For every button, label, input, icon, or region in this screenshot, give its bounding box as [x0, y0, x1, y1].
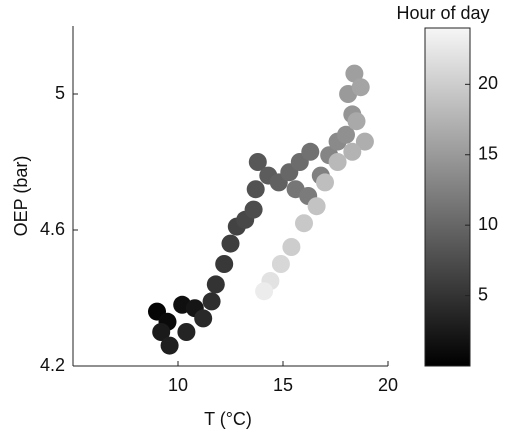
- point: [347, 112, 366, 131]
- point: [271, 255, 290, 273]
- point: [215, 255, 234, 273]
- colorbar-tick-label: 5: [478, 284, 488, 304]
- x-tick-label: 10: [168, 375, 188, 395]
- point: [345, 64, 364, 83]
- colorbar-tick-label: 20: [478, 73, 498, 93]
- point: [255, 282, 274, 301]
- point: [301, 142, 320, 161]
- point: [246, 180, 265, 199]
- point: [343, 142, 362, 161]
- point: [152, 323, 171, 341]
- point: [355, 132, 374, 151]
- point: [295, 214, 313, 233]
- point: [244, 200, 263, 219]
- point: [328, 153, 347, 171]
- x-tick-label: 15: [273, 375, 293, 395]
- y-axis-label: OEP (bar): [11, 156, 31, 237]
- colorbar-tick-label: 10: [478, 214, 498, 234]
- point: [307, 197, 326, 216]
- y-tick-label: 4.6: [40, 219, 65, 239]
- y-tick-label: 5: [55, 83, 65, 103]
- point: [194, 309, 213, 328]
- colorbar-tick-label: 15: [478, 144, 498, 164]
- colorbar-label: Hour of day: [396, 3, 489, 23]
- point: [282, 238, 301, 256]
- colorbar: [424, 27, 471, 367]
- point: [206, 275, 225, 294]
- point: [337, 125, 355, 144]
- y-tick-label: 4.2: [40, 355, 65, 375]
- point: [177, 323, 196, 341]
- x-axis-label: T (°C): [204, 409, 252, 429]
- point: [351, 78, 370, 97]
- point: [221, 234, 240, 253]
- point: [316, 173, 334, 192]
- point: [248, 153, 267, 171]
- x-tick-label: 20: [378, 375, 398, 395]
- point: [160, 336, 179, 355]
- point: [202, 292, 221, 311]
